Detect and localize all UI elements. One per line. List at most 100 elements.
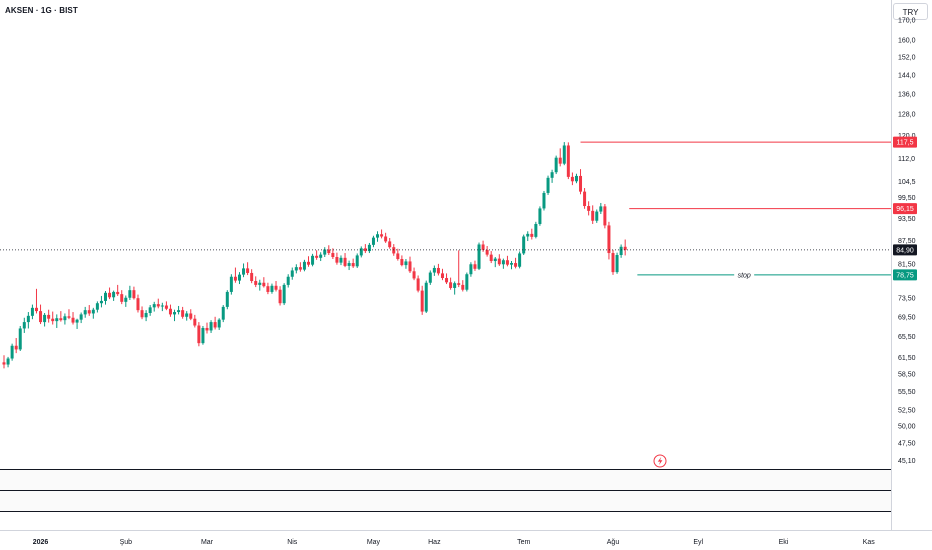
candle-body <box>34 307 38 312</box>
candle <box>26 312 30 329</box>
candle <box>205 322 209 334</box>
candle-body <box>246 268 250 273</box>
candle <box>298 262 302 272</box>
candle-body <box>209 322 213 331</box>
candle-body <box>181 310 185 317</box>
y-tick-label: 99,50 <box>898 195 916 202</box>
candle <box>124 295 128 307</box>
candle-body <box>457 283 461 285</box>
candle <box>514 257 518 269</box>
candle <box>505 255 509 267</box>
candle <box>99 295 103 308</box>
candle-body <box>201 327 205 344</box>
candle-body <box>124 297 128 302</box>
candle <box>79 312 83 324</box>
candle-body <box>607 225 611 254</box>
candle <box>546 175 550 195</box>
candle <box>95 301 99 313</box>
indicator-pane-2[interactable] <box>0 491 891 512</box>
candle <box>615 252 619 274</box>
candle <box>489 251 493 264</box>
candle <box>583 188 587 209</box>
candle <box>380 229 384 239</box>
candle-body <box>87 310 91 314</box>
candle <box>197 322 201 347</box>
level-text: stop <box>738 272 751 279</box>
level-label: 117,5 <box>897 140 914 147</box>
candle-body <box>331 253 335 258</box>
y-tick-label: 81,50 <box>898 261 916 268</box>
level-badge <box>893 269 917 281</box>
candle <box>347 260 351 271</box>
candle-body <box>363 248 367 252</box>
y-tick-label: 93,50 <box>898 216 916 223</box>
candle-body <box>10 345 14 359</box>
candle <box>526 231 530 242</box>
candle <box>193 314 197 328</box>
candle-body <box>530 233 534 237</box>
y-tick-label: 65,50 <box>898 334 916 341</box>
candle-body <box>55 318 59 322</box>
candle-body <box>185 313 189 317</box>
y-tick-label: 50,00 <box>898 424 916 431</box>
candle <box>128 285 132 301</box>
candle <box>148 305 152 316</box>
candle-body <box>156 304 160 307</box>
candle <box>221 305 225 323</box>
candle <box>173 309 177 322</box>
candle <box>51 311 55 325</box>
candle-body <box>51 318 55 322</box>
candle <box>302 259 306 272</box>
time-axis[interactable]: 2026 Şub Mar Nis May Haz Tem Ağu Eyl Eki Kas <box>33 539 876 546</box>
candle <box>530 228 534 240</box>
candle-body <box>400 259 404 266</box>
candle <box>599 202 603 215</box>
candle-body <box>39 311 43 323</box>
candle-body <box>266 286 270 292</box>
candle <box>144 310 148 322</box>
candle-body <box>67 316 71 318</box>
price-axis[interactable]: 170,0160,0152,0144,0136,0128,0120,0112,0… <box>898 18 916 465</box>
candle <box>246 262 250 276</box>
candle <box>359 246 363 258</box>
candle-body <box>367 244 371 252</box>
candle-body <box>550 172 554 178</box>
candle-body <box>611 253 615 273</box>
candle <box>436 263 440 276</box>
candle-body <box>75 319 79 323</box>
candle-body <box>237 274 241 281</box>
candle <box>440 268 444 281</box>
candle-body <box>392 247 396 254</box>
candle-body <box>254 281 258 285</box>
candle <box>237 272 241 285</box>
candle-body <box>22 322 26 329</box>
candle <box>355 253 359 268</box>
candle-body <box>307 261 310 265</box>
candle-body <box>432 267 436 273</box>
candle-body <box>493 258 497 262</box>
candle-body <box>473 264 477 269</box>
candle-body <box>591 210 595 221</box>
lightning-icon[interactable] <box>653 454 667 468</box>
candle <box>424 280 428 313</box>
candle <box>388 238 392 249</box>
candle <box>156 298 160 309</box>
candle-body <box>461 284 465 290</box>
current-price-label: 84,90 <box>896 247 914 254</box>
candle <box>47 309 51 323</box>
candle-body <box>359 248 363 256</box>
candle-body <box>396 253 400 260</box>
candle-body <box>351 263 355 267</box>
indicator-pane-1[interactable] <box>0 470 891 491</box>
currency-button[interactable]: TRY <box>893 3 928 20</box>
candle <box>18 326 22 352</box>
candle-body <box>339 257 343 263</box>
candle-body <box>615 255 619 273</box>
y-tick-label: 55,50 <box>898 389 916 396</box>
candle <box>453 281 457 295</box>
candle <box>160 302 164 312</box>
x-tick-label: Eyl <box>693 539 703 546</box>
candle <box>371 235 375 248</box>
